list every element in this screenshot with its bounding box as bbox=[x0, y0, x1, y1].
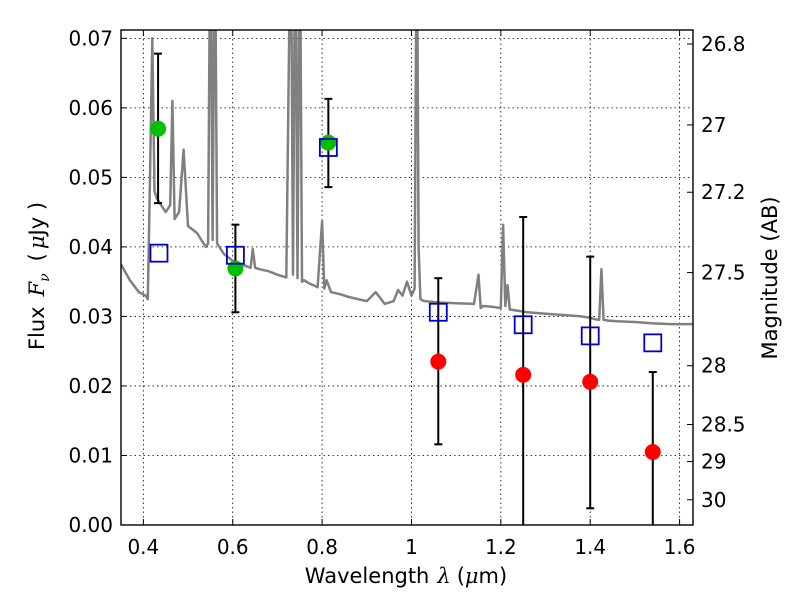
y2-tick-label: 27.5 bbox=[701, 261, 746, 285]
x-tick-label: 1 bbox=[405, 535, 418, 559]
data-markers bbox=[149, 120, 663, 461]
y2-tick-label: 27.2 bbox=[701, 180, 746, 204]
data-point-square bbox=[580, 326, 600, 346]
data-point-square bbox=[225, 245, 245, 265]
data-point-circle bbox=[582, 373, 599, 390]
axis-ticks bbox=[121, 30, 693, 526]
y-tick-label: 0.01 bbox=[68, 443, 113, 467]
y2-tick-label: 28 bbox=[701, 354, 726, 378]
x-tick-label: 1.2 bbox=[485, 535, 517, 559]
y-tick-label: 0.06 bbox=[68, 96, 113, 120]
y2-tick-label: 26.8 bbox=[701, 32, 746, 56]
y-axis-label: FluxFν(μJy ) bbox=[25, 202, 53, 350]
plot-frame bbox=[120, 29, 694, 526]
tick-labels: 0.4 0.6 0.8 1 1.2 1.4 1.6 0.00 0.01 0.02 0.03 0.04 0… bbox=[68, 26, 745, 559]
y2-tick-label: 30 bbox=[701, 488, 726, 512]
x-tick-label: 0.4 bbox=[127, 535, 159, 559]
y-tick-label: 0.04 bbox=[68, 235, 113, 259]
data-point-circle bbox=[227, 260, 244, 277]
y-tick-label: 0.07 bbox=[68, 26, 113, 50]
x-tick-label: 1.4 bbox=[574, 535, 606, 559]
data-point-square bbox=[428, 302, 448, 322]
y-tick-label: 0.00 bbox=[68, 513, 113, 537]
data-point-square bbox=[149, 243, 169, 263]
model-spectrum bbox=[121, 30, 693, 326]
data-point-square bbox=[318, 138, 338, 157]
y2-tick-label: 28.5 bbox=[701, 413, 746, 437]
y2-axis-label: Magnitude (AB) bbox=[758, 196, 782, 359]
grid bbox=[121, 30, 693, 526]
data-point-circle bbox=[644, 444, 661, 461]
x-tick-label: 1.6 bbox=[664, 535, 696, 559]
x-tick-label: 0.8 bbox=[306, 535, 338, 559]
data-point-circle bbox=[430, 353, 447, 370]
y-tick-label: 0.05 bbox=[68, 165, 113, 189]
y-tick-label: 0.02 bbox=[68, 374, 113, 398]
y2-tick-label: 27 bbox=[701, 113, 726, 137]
data-point-circle bbox=[150, 120, 167, 137]
y-tick-label: 0.03 bbox=[68, 304, 113, 328]
data-point-circle bbox=[320, 134, 337, 151]
data-point-circle bbox=[515, 366, 532, 383]
y2-tick-label: 29 bbox=[701, 450, 726, 474]
data-point-square bbox=[643, 333, 663, 353]
data-point-square bbox=[513, 315, 533, 335]
spectrum-line bbox=[121, 30, 693, 326]
x-axis-label: Wavelength λ (μm) bbox=[305, 564, 507, 588]
x-tick-label: 0.6 bbox=[217, 535, 249, 559]
